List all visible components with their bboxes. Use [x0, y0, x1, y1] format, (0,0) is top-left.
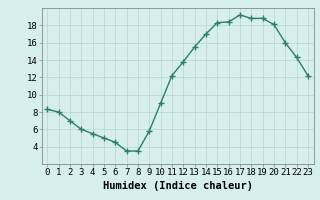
X-axis label: Humidex (Indice chaleur): Humidex (Indice chaleur): [103, 181, 252, 191]
